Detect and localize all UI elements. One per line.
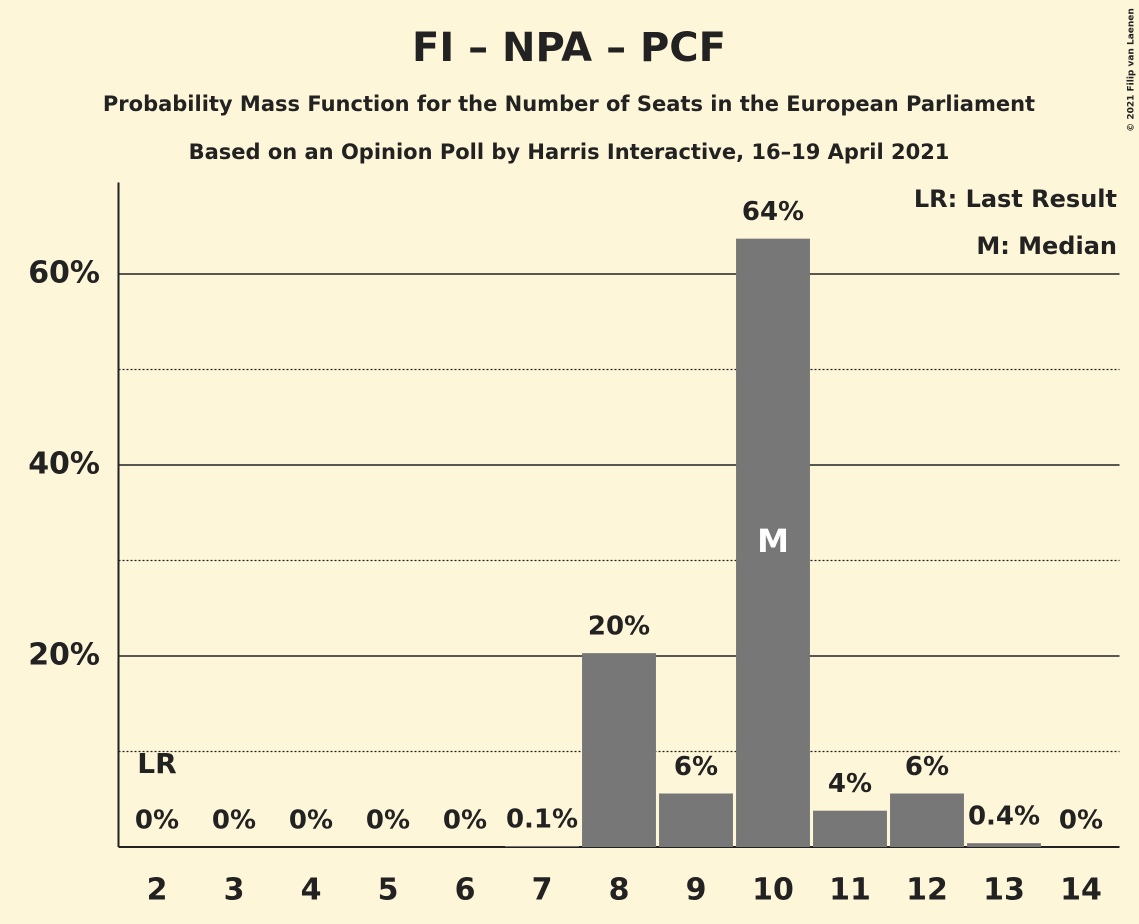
- x-tick-label: 8: [609, 873, 630, 908]
- x-tick-label: 13: [983, 873, 1025, 908]
- value-label: 0%: [135, 806, 179, 836]
- last-result-label: LR: [137, 747, 176, 780]
- x-tick-label: 9: [686, 873, 707, 908]
- value-label: 20%: [588, 612, 650, 642]
- copyright: © 2021 Filip van Laenen: [1127, 8, 1137, 132]
- legend-entry: LR: Last Result: [914, 185, 1117, 213]
- y-tick-label: 60%: [28, 256, 100, 291]
- x-tick-label: 2: [147, 873, 168, 908]
- value-label: 64%: [742, 197, 804, 227]
- bar: [659, 793, 733, 847]
- value-label: 0%: [1059, 806, 1103, 836]
- chart-subtitle: Probability Mass Function for the Number…: [103, 92, 1035, 116]
- bar: [813, 810, 887, 847]
- chart-title: FI – NPA – PCF: [412, 25, 726, 71]
- x-tick-label: 5: [378, 873, 399, 908]
- median-label: M: [757, 522, 789, 560]
- value-label: 6%: [674, 752, 718, 782]
- bar: [890, 793, 964, 847]
- value-label: 0%: [289, 806, 333, 836]
- x-tick-label: 10: [752, 873, 794, 908]
- value-label: 0.1%: [506, 805, 578, 835]
- x-tick-label: 3: [224, 873, 245, 908]
- y-tick-label: 40%: [28, 447, 100, 482]
- legend-entry: M: Median: [976, 232, 1117, 260]
- value-label: 0%: [443, 806, 487, 836]
- x-tick-label: 12: [906, 873, 948, 908]
- x-tick-label: 6: [455, 873, 476, 908]
- value-label: 0%: [212, 806, 256, 836]
- value-label: 6%: [905, 752, 949, 782]
- value-label: 0%: [366, 806, 410, 836]
- bar: [505, 846, 579, 847]
- value-label: 0.4%: [968, 802, 1040, 832]
- chart-subtitle: Based on an Opinion Poll by Harris Inter…: [189, 140, 950, 164]
- bar: [736, 238, 810, 848]
- bar: [967, 843, 1041, 847]
- bar: [582, 653, 656, 847]
- x-tick-label: 7: [532, 873, 553, 908]
- x-tick-label: 4: [301, 873, 322, 908]
- x-tick-label: 14: [1060, 873, 1102, 908]
- y-tick-label: 20%: [28, 638, 100, 673]
- x-tick-label: 11: [829, 873, 871, 908]
- value-label: 4%: [828, 769, 872, 799]
